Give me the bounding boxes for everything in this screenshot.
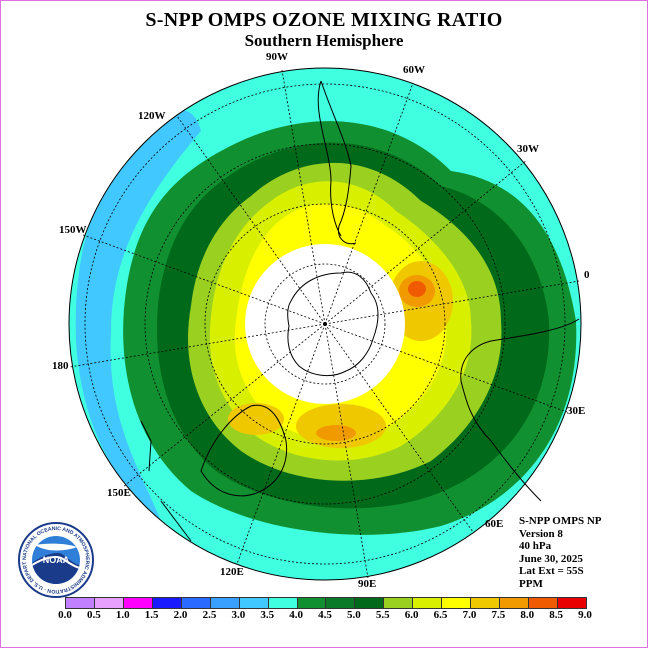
colorbar-tick-label: 9.0: [578, 609, 592, 621]
new-zealand-coastline: [140, 420, 192, 542]
colorbar-swatch: [94, 598, 124, 608]
colorbar-swatch: [66, 598, 95, 608]
lon-label-150e: 150E: [107, 487, 131, 499]
colorbar-tick-label: 0.0: [58, 609, 72, 621]
colorbar-tick-label: 3.5: [260, 609, 275, 621]
logo-wordmark: NOAA: [43, 555, 70, 565]
lon-label-0: 0: [584, 269, 590, 281]
colorbar-swatch: [210, 598, 240, 608]
colorbar-tick-label: 7.5: [491, 609, 506, 621]
noaa-logo: NATIONAL OCEANIC AND ATMOSPHERIC ADMINIS…: [17, 521, 94, 598]
ozone-gold-patch: [228, 403, 284, 435]
australia-coastline: [200, 404, 288, 497]
africa-coastline: [460, 318, 580, 502]
colorbar-tick-label: 2.0: [173, 609, 188, 621]
colorbar-tick-label: 1.0: [115, 609, 130, 621]
colorbar-tick-label: 3.0: [231, 609, 246, 621]
south-america-coastline: [317, 80, 357, 245]
colorbar-swatch: [442, 598, 472, 608]
colorbar-swatch: [355, 598, 385, 608]
metadata-block: S-NPP OMPS NP Version 8 40 hPa June 30, …: [519, 515, 602, 590]
lon-label-90w: 90W: [266, 51, 288, 63]
antarctica-coastline: [287, 271, 379, 377]
ozone-red-patch: [408, 281, 426, 297]
colorbar-tick-label: 4.5: [318, 609, 332, 621]
colorbar-swatch: [471, 598, 501, 608]
lon-label-30w: 30W: [517, 143, 539, 155]
map-subtitle: Southern Hemisphere: [244, 31, 404, 50]
instrument-label: S-NPP OMPS NP: [519, 515, 602, 527]
ozone-orange-patch: [316, 425, 356, 441]
colorbar-swatch: [326, 598, 356, 608]
lon-label-60w: 60W: [403, 64, 425, 76]
colorbar-tick-label: 7.0: [462, 609, 477, 621]
lon-label-120w: 120W: [138, 110, 166, 122]
south-pole-marker: [323, 322, 327, 326]
colorbar-tick-label: 8.0: [520, 609, 535, 621]
colorbar-swatch: [123, 598, 153, 608]
map-title: S-NPP OMPS OZONE MIXING RATIO: [145, 9, 503, 31]
lon-label-30e: 30E: [567, 405, 586, 417]
colorbar-tick-label: 2.5: [202, 609, 217, 621]
graticule: [69, 69, 580, 579]
lon-label-180: 180: [52, 360, 69, 372]
lon-label-120e: 120E: [220, 566, 244, 578]
colorbar-swatch: [500, 598, 529, 608]
pressure-level-label: 40 hPa: [519, 540, 552, 552]
colorbar-tick-label: 0.5: [87, 609, 101, 621]
colorbar-swatch: [384, 598, 414, 608]
colorbar-swatch: [297, 598, 327, 608]
colorbar-swatch: [181, 598, 211, 608]
map-boundary: [68, 67, 582, 581]
colorbar-swatch: [557, 598, 586, 608]
colorbar-tick-label: 6.0: [404, 609, 419, 621]
colorbar-swatch: [529, 598, 558, 608]
colorbar-tick-label: 8.5: [549, 609, 563, 621]
lat-extent-label: Lat Ext = 55S: [519, 565, 584, 577]
colorbar-tick-label: 1.5: [144, 609, 159, 621]
colorbar-tick-label: 4.0: [289, 609, 303, 621]
lon-label-60e: 60E: [485, 518, 504, 530]
colorbar-swatch: [413, 598, 443, 608]
units-label: PPM: [519, 577, 543, 590]
lon-label-150w: 150W: [59, 224, 87, 236]
lon-label-90e: 90E: [358, 578, 377, 590]
colorbar-tick-label: 6.5: [433, 609, 448, 621]
date-label: June 30, 2025: [519, 552, 583, 565]
version-label: Version 8: [519, 527, 563, 540]
colorbar-swatch: [152, 598, 182, 608]
colorbar-swatch: [239, 598, 269, 608]
ozone-blue-band: [75, 109, 201, 521]
colorbar-swatch: [268, 598, 298, 608]
colorbar: [65, 597, 587, 609]
colorbar-tick-label: 5.0: [347, 609, 361, 621]
colorbar-tick-label: 5.5: [375, 609, 390, 621]
